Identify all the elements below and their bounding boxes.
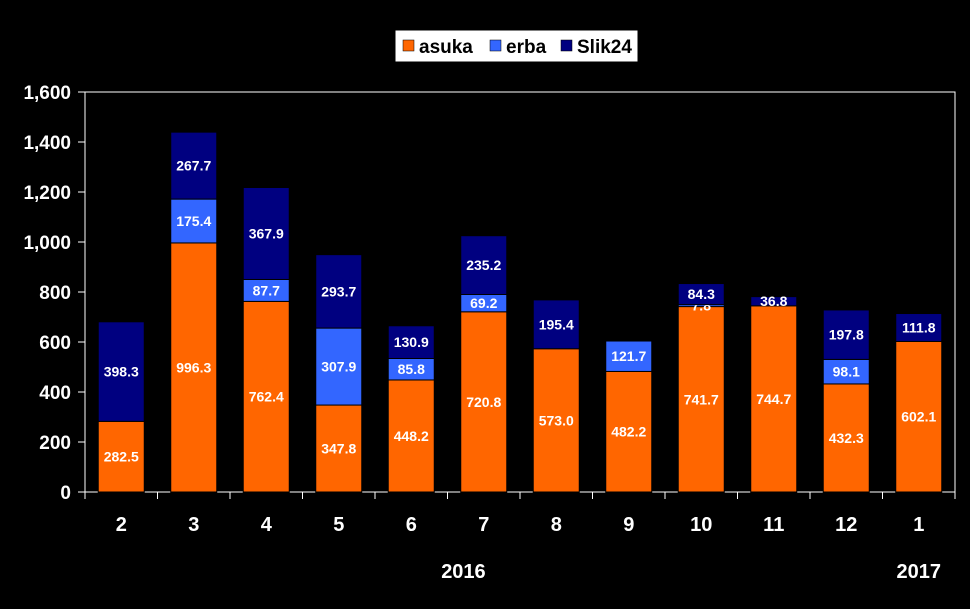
bar-asuka[interactable] [677,306,725,493]
y-tick-label: 1,600 [23,83,71,104]
bar-asuka[interactable] [387,379,435,493]
bar-asuka[interactable] [750,305,798,493]
bar-slik24[interactable] [750,296,798,307]
data-label: 130.9 [394,334,429,350]
bar-slik24[interactable] [822,309,870,360]
x-tick-label: 7 [478,514,489,536]
bar-asuka[interactable] [895,340,943,493]
data-label: 482.2 [611,424,646,440]
y-tick-label: 400 [39,383,71,404]
data-label: 69.2 [470,295,497,311]
x-tick-label: 1 [913,514,924,536]
data-label: 121.7 [611,348,646,364]
x-tick-label: 4 [261,514,273,536]
y-tick-label: 1,400 [23,133,71,154]
data-label: 282.5 [104,449,139,465]
data-label: 347.8 [321,441,356,457]
data-label: 720.8 [466,394,501,410]
legend-label-asuka: asuka [419,37,473,58]
x-tick-label: 11 [763,514,784,536]
x-tick-label: 10 [690,514,712,536]
data-label: 307.9 [321,359,356,375]
legend-label-erba: erba [506,37,547,58]
y-tick-label: 200 [39,433,71,454]
year-label: 2017 [897,561,942,583]
data-label: 762.4 [249,389,284,405]
data-label: 267.7 [176,158,211,174]
bar-erba[interactable] [315,327,363,406]
legend-swatch-slik24 [560,39,573,52]
plot-area [84,91,956,493]
x-tick-label: 6 [406,514,417,536]
year-label: 2016 [441,561,486,583]
legend-swatch-asuka [402,39,415,52]
bar-asuka[interactable] [605,370,653,493]
legend-box [394,29,639,63]
data-label: 87.7 [253,282,280,298]
bar-slik24[interactable] [677,283,725,306]
bar-asuka[interactable] [460,311,508,493]
data-label: 235.2 [466,257,501,273]
data-label: 293.7 [321,283,356,299]
data-label: 84.3 [688,286,715,302]
data-label: 85.8 [398,361,425,377]
y-tick-label: 0 [60,483,71,504]
bar-erba[interactable] [822,358,870,385]
data-label: 398.3 [104,364,139,380]
bar-slik24[interactable] [387,325,435,359]
data-label: 175.4 [176,213,211,229]
bar-asuka[interactable] [532,348,580,493]
bar-asuka[interactable] [97,420,145,493]
y-tick-label: 1,200 [23,183,71,204]
data-label: 111.8 [902,320,936,336]
bar-slik24[interactable] [97,321,145,422]
data-label: 195.4 [539,316,574,332]
data-label: 448.2 [394,428,429,444]
y-tick-label: 1,000 [23,233,71,254]
legend-label-slik24: Slik24 [577,37,632,58]
bar-asuka[interactable] [242,300,290,493]
data-label: 996.3 [176,359,211,375]
data-label: 744.7 [756,391,791,407]
x-tick-label: 3 [188,514,199,536]
x-tick-label: 5 [333,514,344,536]
bar-slik24[interactable] [895,313,943,342]
data-label: 367.9 [249,225,284,241]
bar-slik24[interactable] [532,299,580,350]
bar-slik24[interactable] [315,254,363,329]
bar-slik24[interactable] [170,131,218,200]
data-label: 602.1 [901,409,936,425]
legend-swatch-erba [489,39,502,52]
x-tick-label: 2 [116,514,127,536]
bar-asuka[interactable] [315,404,363,493]
y-tick-label: 600 [39,333,71,354]
bar-slik24[interactable] [460,235,508,295]
y-tick-label: 800 [39,283,71,304]
data-label: 197.8 [829,327,864,343]
data-label: 741.7 [684,391,719,407]
data-label: 36.8 [760,293,787,309]
data-label: 573.0 [539,412,574,428]
x-tick-label: 8 [551,514,562,536]
x-tick-label: 9 [623,514,634,536]
bar-erba[interactable] [170,198,218,244]
bar-erba[interactable] [605,340,653,372]
bar-slik24[interactable] [242,187,290,280]
x-tick-label: 12 [835,514,857,536]
data-label: 432.3 [829,430,864,446]
data-label: 98.1 [833,364,860,380]
